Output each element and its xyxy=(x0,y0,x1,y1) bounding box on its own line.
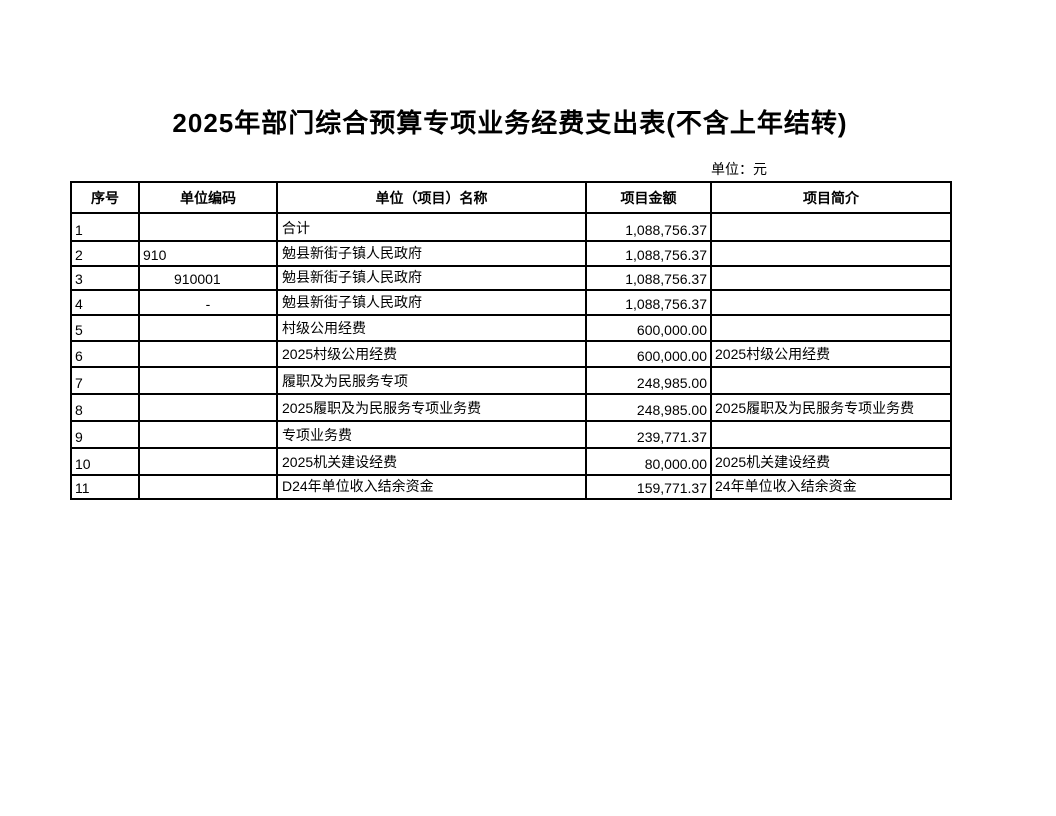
table-row: 5 村级公用经费 600,000.00 xyxy=(70,314,952,342)
cell-project-amount: 600,000.00 xyxy=(585,314,712,342)
page-title: 2025年部门综合预算专项业务经费支出表(不含上年结转) xyxy=(172,108,848,138)
cell-project-amount: 600,000.00 xyxy=(585,340,712,368)
cell-unit-code xyxy=(138,393,278,422)
cell-index: 8 xyxy=(70,393,140,422)
cell-project-amount: 248,985.00 xyxy=(585,393,712,422)
cell-unit-code xyxy=(138,212,278,242)
cell-project-amount: 159,771.37 xyxy=(585,474,712,500)
cell-project-brief: 24年单位收入结余资金 xyxy=(710,474,952,500)
cell-index: 7 xyxy=(70,366,140,395)
cell-unit-code xyxy=(138,366,278,395)
cell-index: 1 xyxy=(70,212,140,242)
cell-index: 3 xyxy=(70,265,140,291)
cell-unit-project-name: 2025机关建设经费 xyxy=(276,447,587,476)
cell-project-brief xyxy=(710,265,952,291)
table-row: 10 2025机关建设经费 80,000.00 2025机关建设经费 xyxy=(70,447,952,476)
table-row: 6 2025村级公用经费 600,000.00 2025村级公用经费 xyxy=(70,340,952,368)
cell-unit-project-name: D24年单位收入结余资金 xyxy=(276,474,587,500)
table-row: 4- 勉县新街子镇人民政府 1,088,756.37 xyxy=(70,289,952,316)
cell-project-amount: 1,088,756.37 xyxy=(585,240,712,267)
cell-unit-project-name: 2025村级公用经费 xyxy=(276,340,587,368)
cell-project-amount: 239,771.37 xyxy=(585,420,712,449)
cell-unit-project-name: 勉县新街子镇人民政府 xyxy=(276,265,587,291)
cell-project-brief xyxy=(710,420,952,449)
column-header-unit-code: 单位编码 xyxy=(138,181,278,214)
column-header-project-brief: 项目简介 xyxy=(710,181,952,214)
cell-project-brief xyxy=(710,366,952,395)
cell-project-brief: 2025机关建设经费 xyxy=(710,447,952,476)
table-row: 7 履职及为民服务专项 248,985.00 xyxy=(70,366,952,395)
column-header-index: 序号 xyxy=(70,181,140,214)
unit-note: 单位：元 xyxy=(711,161,767,177)
table-row: 1 合计 1,088,756.37 xyxy=(70,212,952,242)
cell-project-brief xyxy=(710,289,952,316)
cell-index: 2 xyxy=(70,240,140,267)
table-row: 9 专项业务费 239,771.37 xyxy=(70,420,952,449)
cell-unit-code xyxy=(138,420,278,449)
table-row: 3 910001 勉县新街子镇人民政府 1,088,756.37 xyxy=(70,265,952,291)
cell-project-amount: 1,088,756.37 xyxy=(585,265,712,291)
cell-project-brief xyxy=(710,314,952,342)
cell-project-amount: 80,000.00 xyxy=(585,447,712,476)
budget-table-body: 1 合计 1,088,756.37 2 910 勉县新街子镇人民政府 1,088,756.3… xyxy=(70,212,952,500)
cell-index: 10 xyxy=(70,447,140,476)
cell-project-amount: 248,985.00 xyxy=(585,366,712,395)
cell-index: 5 xyxy=(70,314,140,342)
cell-project-brief xyxy=(710,212,952,242)
cell-unit-project-name: 村级公用经费 xyxy=(276,314,587,342)
cell-unit-code xyxy=(138,314,278,342)
table-row: 2 910 勉县新街子镇人民政府 1,088,756.37 xyxy=(70,240,952,267)
cell-unit-project-name: 2025履职及为民服务专项业务费 xyxy=(276,393,587,422)
cell-unit-project-name: 专项业务费 xyxy=(276,420,587,449)
cell-project-amount: 1,088,756.37 xyxy=(585,289,712,316)
header-row: 序号 单位编码 单位（项目）名称 项目金额 项目简介 xyxy=(70,181,952,214)
cell-unit-code: 910001 xyxy=(138,265,278,291)
column-header-unit-project-name: 单位（项目）名称 xyxy=(276,181,587,214)
cell-index: 4 xyxy=(70,289,140,316)
cell-unit-code: - xyxy=(138,289,278,316)
cell-unit-project-name: 合计 xyxy=(276,212,587,242)
cell-project-brief: 2025村级公用经费 xyxy=(710,340,952,368)
table-row: 8 2025履职及为民服务专项业务费 248,985.00 2025履职及为民服务专项… xyxy=(70,393,952,422)
cell-index: 6 xyxy=(70,340,140,368)
cell-index: 9 xyxy=(70,420,140,449)
budget-table-header: 序号 单位编码 单位（项目）名称 项目金额 项目简介 xyxy=(70,181,952,214)
cell-index: 11 xyxy=(70,474,140,500)
cell-unit-project-name: 勉县新街子镇人民政府 xyxy=(276,289,587,316)
column-header-project-amount: 项目金额 xyxy=(585,181,712,214)
cell-unit-code xyxy=(138,340,278,368)
cell-unit-project-name: 履职及为民服务专项 xyxy=(276,366,587,395)
cell-project-brief: 2025履职及为民服务专项业务费 xyxy=(710,393,952,422)
cell-unit-code xyxy=(138,447,278,476)
budget-table: 序号 单位编码 单位（项目）名称 项目金额 项目简介 1 合计 1,088,756.… xyxy=(70,181,952,500)
cell-project-amount: 1,088,756.37 xyxy=(585,212,712,242)
table-row: 11 D24年单位收入结余资金 159,771.37 24年单位收入结余资金 xyxy=(70,474,952,500)
cell-unit-code xyxy=(138,474,278,500)
cell-unit-project-name: 勉县新街子镇人民政府 xyxy=(276,240,587,267)
cell-unit-code: 910 xyxy=(138,240,278,267)
cell-project-brief xyxy=(710,240,952,267)
